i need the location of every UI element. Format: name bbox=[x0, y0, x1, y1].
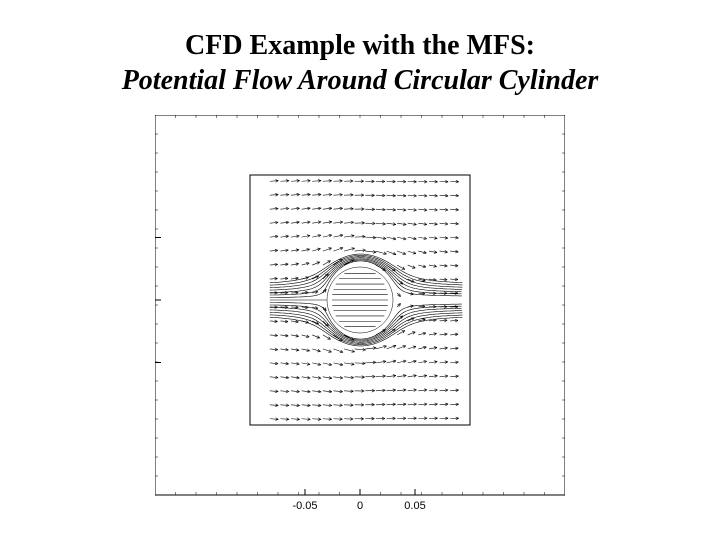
svg-text:-0.05: -0.05 bbox=[292, 500, 317, 512]
flow-diagram: -0.0500.05-0.0500.05yx bbox=[155, 115, 565, 515]
title-line2: Potential Flow Around Circular Cylinder bbox=[0, 63, 720, 98]
svg-text:0.05: 0.05 bbox=[404, 500, 425, 512]
title-line1: CFD Example with the MFS: bbox=[0, 28, 720, 63]
slide-title-area: CFD Example with the MFS: Potential Flow… bbox=[0, 28, 720, 98]
svg-text:0: 0 bbox=[357, 500, 363, 512]
svg-text:x: x bbox=[357, 514, 363, 515]
plot-area: -0.0500.05-0.0500.05yx bbox=[155, 115, 565, 515]
